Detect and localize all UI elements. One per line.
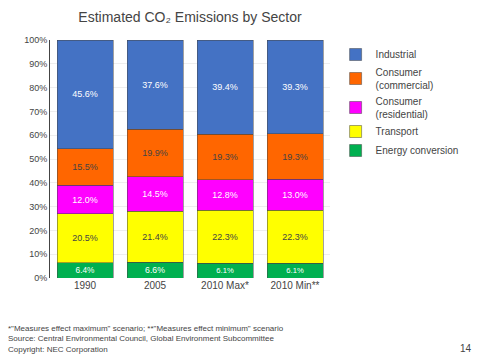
svg-text:19.3%: 19.3%: [212, 152, 238, 162]
svg-text:14.5%: 14.5%: [142, 189, 168, 199]
svg-text:50%: 50%: [29, 154, 47, 164]
svg-text:Transport: Transport: [376, 126, 419, 137]
svg-text:Consumer(residential): Consumer(residential): [376, 96, 428, 120]
svg-text:Estimated CO₂ Emissions by Sec: Estimated CO₂ Emissions by Sector: [78, 9, 302, 25]
svg-text:37.6%: 37.6%: [142, 80, 168, 90]
svg-text:80%: 80%: [29, 83, 47, 93]
svg-text:20.5%: 20.5%: [72, 233, 98, 243]
svg-text:70%: 70%: [29, 107, 47, 117]
svg-text:20%: 20%: [29, 226, 47, 236]
svg-text:14: 14: [460, 343, 472, 354]
svg-text:39.3%: 39.3%: [282, 82, 308, 92]
svg-text:6.4%: 6.4%: [76, 265, 96, 275]
svg-text:30%: 30%: [29, 202, 47, 212]
svg-text:2005: 2005: [144, 280, 167, 291]
svg-text:2010 Min**: 2010 Min**: [271, 280, 320, 291]
svg-text:15.5%: 15.5%: [72, 162, 98, 172]
svg-text:6.1%: 6.1%: [286, 266, 304, 275]
svg-text:22.3%: 22.3%: [282, 232, 308, 242]
svg-text:12.8%: 12.8%: [212, 190, 238, 200]
svg-text:45.6%: 45.6%: [72, 89, 98, 99]
svg-text:39.4%: 39.4%: [212, 82, 238, 92]
svg-text:40%: 40%: [29, 178, 47, 188]
svg-text:6.1%: 6.1%: [216, 266, 234, 275]
svg-text:2010 Max*: 2010 Max*: [201, 280, 249, 291]
svg-text:60%: 60%: [29, 130, 47, 140]
svg-text:0%: 0%: [34, 273, 47, 283]
svg-text:100%: 100%: [24, 35, 47, 45]
svg-text:Consumer(commercial): Consumer(commercial): [376, 67, 434, 91]
svg-text:22.3%: 22.3%: [212, 232, 238, 242]
svg-text:10%: 10%: [29, 249, 47, 259]
svg-text:21.4%: 21.4%: [142, 232, 168, 242]
svg-text:*"Measures effect maximum" sce: *"Measures effect maximum" scenario; **"…: [8, 324, 284, 354]
svg-text:90%: 90%: [29, 59, 47, 69]
svg-text:Energy conversion: Energy conversion: [376, 145, 459, 156]
svg-text:6.6%: 6.6%: [145, 265, 165, 275]
svg-text:13.0%: 13.0%: [282, 190, 308, 200]
svg-text:12.0%: 12.0%: [72, 195, 98, 205]
svg-text:1990: 1990: [74, 280, 97, 291]
svg-text:19.3%: 19.3%: [282, 152, 308, 162]
svg-text:Industrial: Industrial: [376, 49, 417, 60]
svg-text:19.9%: 19.9%: [142, 148, 168, 158]
